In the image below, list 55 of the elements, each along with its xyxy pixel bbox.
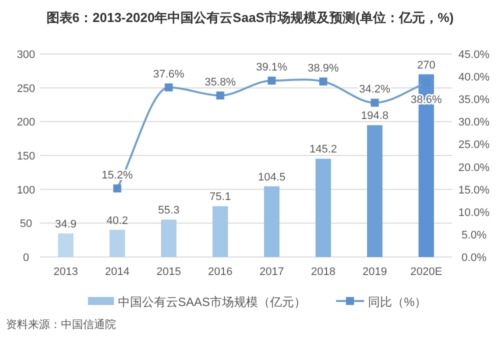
y-tick-label: 0 (22, 252, 30, 264)
data-label: 37.6% (153, 68, 185, 80)
x-tick-label: 2018 (311, 266, 336, 278)
data-label: 35.8% (204, 76, 236, 88)
x-tick-label: 2015 (156, 266, 181, 278)
point (164, 83, 173, 92)
bar (58, 233, 74, 257)
point (113, 184, 122, 192)
point (319, 78, 328, 86)
x-tick-label: 2014 (105, 266, 130, 278)
data-label: 34.9 (55, 218, 76, 230)
bar (367, 125, 382, 257)
y2-tick-label: 30.0% (458, 116, 490, 129)
data-label: 270 (417, 59, 436, 72)
y2-tick-label: 5.0% (461, 229, 487, 242)
bar (264, 186, 280, 257)
chart-title: 图表6：2013-2020年中国公有云SaaS市场规模及预测(单位：亿元，%) (46, 10, 454, 25)
y-tick-label: 50 (20, 218, 32, 230)
data-label: 40.2 (106, 214, 128, 227)
y2-tick-label: 15.0% (458, 184, 490, 196)
y2-tick-label: 25.0% (458, 139, 490, 152)
data-label: 38.9% (308, 62, 340, 75)
y2-tick-label: 40.0% (458, 72, 490, 84)
bar (212, 206, 228, 257)
data-label: 39.1% (256, 62, 288, 74)
y-tick-label: 300 (16, 49, 36, 61)
data-label: 145.2 (309, 144, 338, 156)
y2-tick-label: 45.0% (458, 49, 490, 61)
x-tick-label: 2016 (208, 266, 232, 278)
y2-tick-label: 20.0% (458, 162, 490, 174)
text: 资料来源：中国信通院 (6, 318, 116, 331)
legend-label: 同比（%） (368, 295, 427, 309)
data-label: 55.3 (158, 204, 180, 217)
bar (161, 220, 176, 257)
y2-tick-label: 35.0% (458, 94, 490, 106)
point (370, 98, 379, 107)
y2-tick-label: 10.0% (458, 206, 490, 219)
bar (110, 230, 125, 257)
y-tick-label: 150 (16, 150, 36, 162)
data-label: 34.2% (359, 84, 391, 96)
point (216, 92, 224, 100)
x-tick-label: 2017 (260, 266, 284, 278)
data-label: 194.8 (360, 110, 389, 122)
data-label: 75.1 (210, 191, 231, 204)
y-tick-label: 100 (16, 184, 36, 196)
point (268, 76, 276, 85)
y2-tick-label: 0.0% (461, 252, 487, 264)
legend-label: 中国公有云SAAS市场规模（亿元） (118, 295, 306, 309)
y-tick-label: 200 (16, 116, 36, 129)
x-tick-label: 2019 (362, 266, 387, 278)
y-tick-label: 250 (16, 82, 36, 95)
x-tick-label: 2013 (54, 266, 78, 278)
bar (316, 158, 331, 257)
data-label: 104.5 (258, 171, 286, 184)
x-tick-label: 2020E (410, 266, 442, 278)
